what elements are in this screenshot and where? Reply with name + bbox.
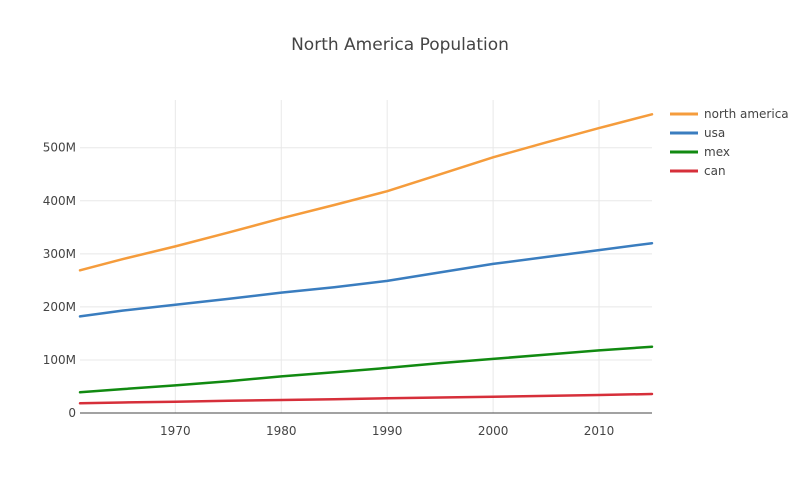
- y-tick-label: 200M: [43, 300, 76, 314]
- legend-item-north-america[interactable]: north america: [670, 107, 789, 121]
- legend-label: north america: [704, 107, 789, 121]
- series-line-mex: [78, 345, 654, 394]
- series-line-north-america: [78, 113, 654, 272]
- y-tick-label: 300M: [43, 247, 76, 261]
- series-lines: [78, 113, 654, 405]
- x-tick-label: 1990: [372, 424, 403, 438]
- legend-item-mex[interactable]: mex: [670, 145, 730, 159]
- y-tick-label: 500M: [43, 141, 76, 155]
- legend-label: usa: [704, 126, 725, 140]
- y-tick-label: 0: [68, 406, 76, 420]
- legend-item-usa[interactable]: usa: [670, 126, 725, 140]
- legend-label: mex: [704, 145, 730, 159]
- x-tick-label: 1980: [266, 424, 297, 438]
- axes: 1970 1980 1990 2000 2010 0 100M 200M 300M 400M 500…: [43, 141, 652, 438]
- legend[interactable]: north america usa mex can: [670, 107, 789, 178]
- x-tick-label: 2000: [478, 424, 509, 438]
- y-tick-label: 400M: [43, 194, 76, 208]
- grid: [80, 100, 652, 413]
- legend-item-can[interactable]: can: [670, 164, 726, 178]
- x-tick-label: 2010: [584, 424, 615, 438]
- chart-title: North America Population: [291, 35, 509, 55]
- x-tick-label: 1970: [160, 424, 191, 438]
- y-tick-label: 100M: [43, 353, 76, 367]
- series-line-usa: [78, 241, 654, 318]
- legend-label: can: [704, 164, 726, 178]
- series-line-can: [78, 392, 654, 405]
